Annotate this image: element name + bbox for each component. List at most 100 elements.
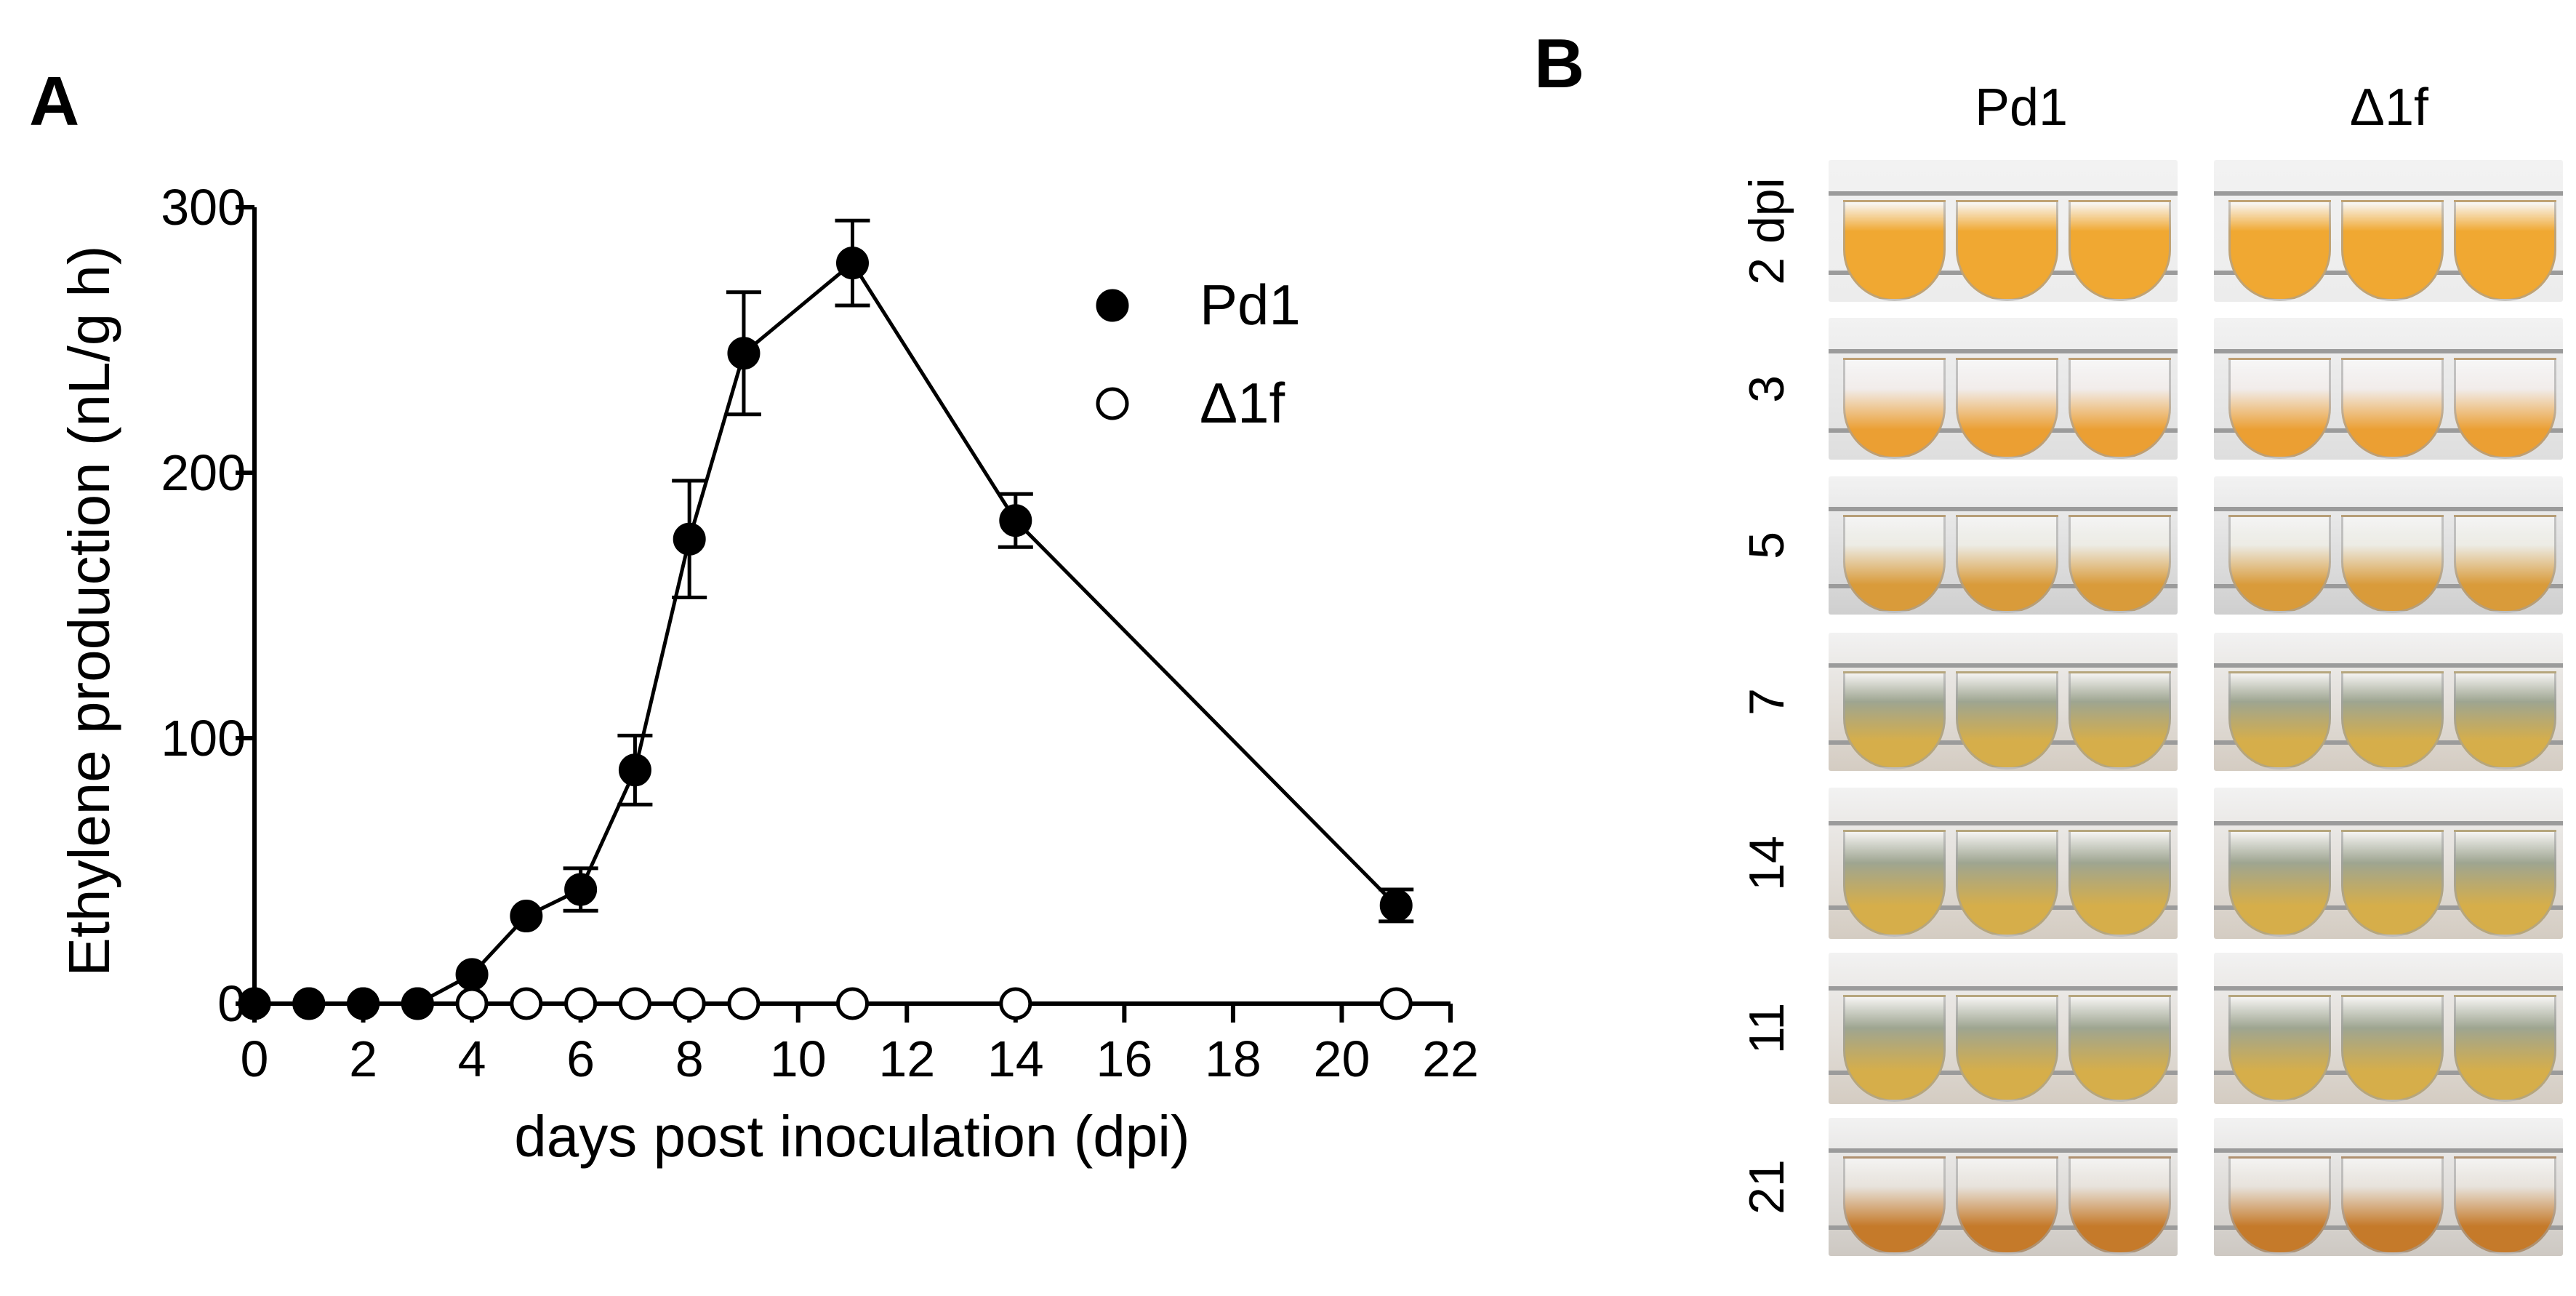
culture-tube xyxy=(2454,1156,2556,1255)
data-point-d1f xyxy=(836,987,869,1020)
data-point-pd1 xyxy=(238,987,271,1020)
culture-tube xyxy=(2069,671,2171,769)
data-point-pd1 xyxy=(673,522,706,556)
rack-rail xyxy=(2214,349,2563,353)
culture-tube xyxy=(2069,995,2171,1102)
culture-tube xyxy=(2228,995,2331,1102)
culture-tube xyxy=(2228,358,2331,459)
x-tick-label: 8 xyxy=(675,1031,704,1087)
panel-b-label: B xyxy=(1534,25,1585,103)
data-points xyxy=(238,247,1413,1020)
photo-d1f-row-6 xyxy=(2214,1118,2563,1256)
data-point-d1f xyxy=(618,987,651,1020)
legend-label-pd1: Pd1 xyxy=(1200,273,1301,337)
culture-tube xyxy=(1956,995,2058,1102)
x-tick-label: 6 xyxy=(566,1031,595,1087)
chart-legend: Pd1 Δ1f xyxy=(1096,273,1301,435)
photo-d1f-row-1 xyxy=(2214,318,2563,460)
x-tick-label: 14 xyxy=(987,1031,1044,1087)
culture-tube xyxy=(1956,830,2058,937)
rack-rail xyxy=(1829,507,2178,511)
data-point-pd1 xyxy=(510,900,543,933)
photo-pd1-row-3 xyxy=(1829,633,2178,771)
data-point-pd1 xyxy=(727,337,761,370)
photo-d1f-row-3 xyxy=(2214,633,2563,771)
column-header-pd1: Pd1 xyxy=(1974,79,2069,137)
culture-tube xyxy=(2228,200,2331,301)
culture-tube xyxy=(2069,200,2171,301)
data-point-pd1 xyxy=(564,873,598,906)
culture-tube xyxy=(1843,515,1946,613)
data-point-d1f xyxy=(510,987,543,1020)
culture-tube xyxy=(2454,671,2556,769)
rack-rail xyxy=(2214,986,2563,991)
culture-tube xyxy=(2228,830,2331,937)
data-point-pd1 xyxy=(292,987,326,1020)
culture-tube xyxy=(1843,358,1946,459)
rack-rail xyxy=(2214,191,2563,196)
culture-tube xyxy=(2341,358,2444,459)
data-point-pd1 xyxy=(836,247,869,280)
culture-tube xyxy=(2454,830,2556,937)
culture-tube xyxy=(1956,200,2058,301)
data-point-pd1 xyxy=(347,987,380,1020)
culture-tube xyxy=(2228,515,2331,613)
photo-pd1-row-6 xyxy=(1829,1118,2178,1256)
culture-tube xyxy=(1956,671,2058,769)
x-tick-label: 22 xyxy=(1422,1031,1479,1087)
culture-tube xyxy=(2341,515,2444,613)
x-axis-label: days post inoculation (dpi) xyxy=(514,1104,1189,1169)
culture-tube xyxy=(2454,358,2556,459)
x-tick-label: 16 xyxy=(1096,1031,1152,1087)
culture-tube xyxy=(1843,830,1946,937)
culture-tube xyxy=(2069,358,2171,459)
culture-tube xyxy=(2341,1156,2444,1255)
photo-pd1-row-4 xyxy=(1829,788,2178,939)
culture-tube xyxy=(1843,1156,1946,1255)
culture-tube xyxy=(1843,671,1946,769)
culture-tube xyxy=(1843,200,1946,301)
panel-a-label: A xyxy=(29,63,80,140)
culture-tube xyxy=(2341,200,2444,301)
y-axis-label: Ethylene production (nL/g h) xyxy=(57,245,121,976)
culture-tube xyxy=(2341,671,2444,769)
data-point-pd1 xyxy=(401,987,434,1020)
rack-rail xyxy=(2214,507,2563,511)
rack-rail xyxy=(1829,191,2178,196)
rack-rail xyxy=(1829,986,2178,991)
photo-pd1-row-0 xyxy=(1829,160,2178,302)
photo-pd1-row-1 xyxy=(1829,318,2178,460)
rack-rail xyxy=(2214,1148,2563,1153)
culture-tube xyxy=(2069,1156,2171,1255)
row-label: 21 xyxy=(1739,1159,1794,1215)
y-tick-label: 100 xyxy=(161,710,246,767)
culture-tube xyxy=(1956,358,2058,459)
culture-tube xyxy=(2454,515,2556,613)
legend-marker-d1f xyxy=(1096,387,1129,420)
culture-tube xyxy=(2454,995,2556,1102)
data-point-d1f xyxy=(1379,987,1413,1020)
culture-tube xyxy=(2341,995,2444,1102)
culture-tube xyxy=(2069,830,2171,937)
photo-d1f-row-4 xyxy=(2214,788,2563,939)
data-point-d1f xyxy=(999,987,1032,1020)
culture-tube xyxy=(1956,515,2058,613)
x-tick-label: 2 xyxy=(349,1031,377,1087)
data-point-d1f xyxy=(673,987,706,1020)
culture-tube xyxy=(2228,1156,2331,1255)
rack-rail xyxy=(1829,663,2178,668)
data-point-pd1 xyxy=(1379,889,1413,922)
x-tick-label: 4 xyxy=(458,1031,486,1087)
y-tick-label: 200 xyxy=(161,444,246,501)
culture-tube xyxy=(2454,200,2556,301)
data-point-pd1 xyxy=(455,958,489,991)
data-point-pd1 xyxy=(618,753,651,787)
photo-pd1-row-2 xyxy=(1829,476,2178,615)
column-header-d1f: Δ1f xyxy=(2349,79,2429,137)
legend-marker-pd1 xyxy=(1096,289,1129,322)
x-tick-label: 12 xyxy=(878,1031,935,1087)
culture-tube xyxy=(2341,830,2444,937)
y-tick-label: 300 xyxy=(161,179,246,236)
